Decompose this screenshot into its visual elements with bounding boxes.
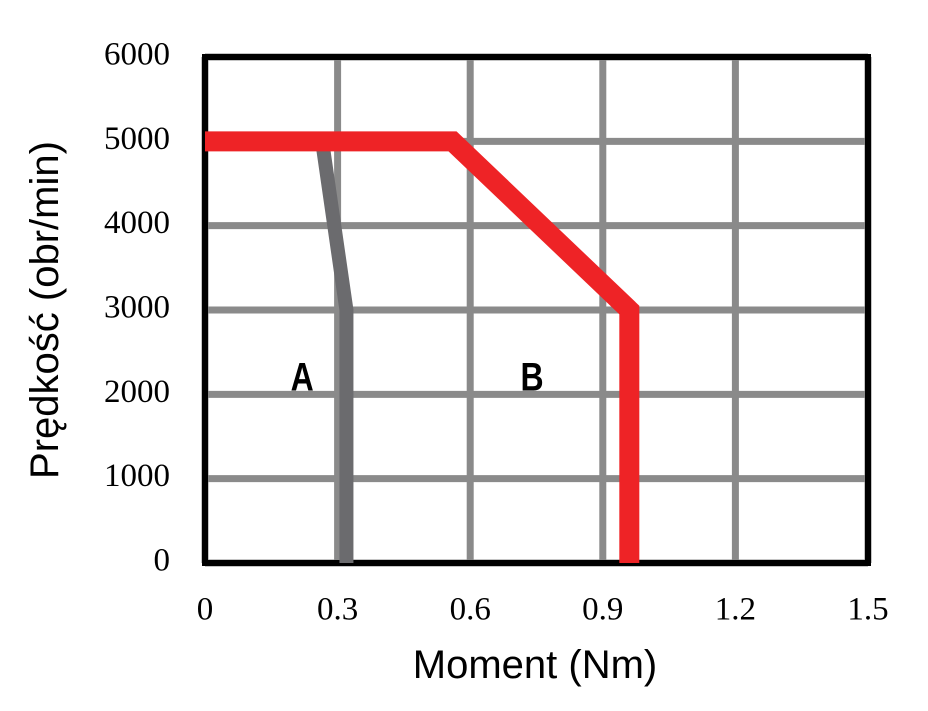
x-tick-label: 0.6: [450, 592, 491, 628]
y-tick-label: 5000: [104, 121, 170, 157]
y-tick-label: 1000: [104, 458, 170, 494]
annotation: A: [291, 354, 314, 399]
y-axis-label: Prędkość (obr/min): [23, 141, 67, 479]
x-tick-label: 0.9: [582, 592, 623, 628]
x-tick-label: 1.5: [847, 592, 888, 628]
x-tick-label: 0.3: [317, 592, 358, 628]
x-tick-label: 0: [197, 592, 214, 628]
annotation: B: [521, 354, 544, 399]
series-line: [315, 140, 354, 563]
y-tick-label: 3000: [104, 290, 170, 326]
y-tick-label: 4000: [104, 205, 170, 241]
x-tick-label: 1.2: [715, 592, 756, 628]
series-line: [205, 131, 640, 563]
y-tick-label: 2000: [104, 374, 170, 410]
y-tick-label: 0: [154, 543, 171, 579]
plot-border: [202, 54, 871, 566]
x-axis-label: Moment (Nm): [413, 643, 657, 687]
y-tick-label: 6000: [104, 37, 170, 73]
